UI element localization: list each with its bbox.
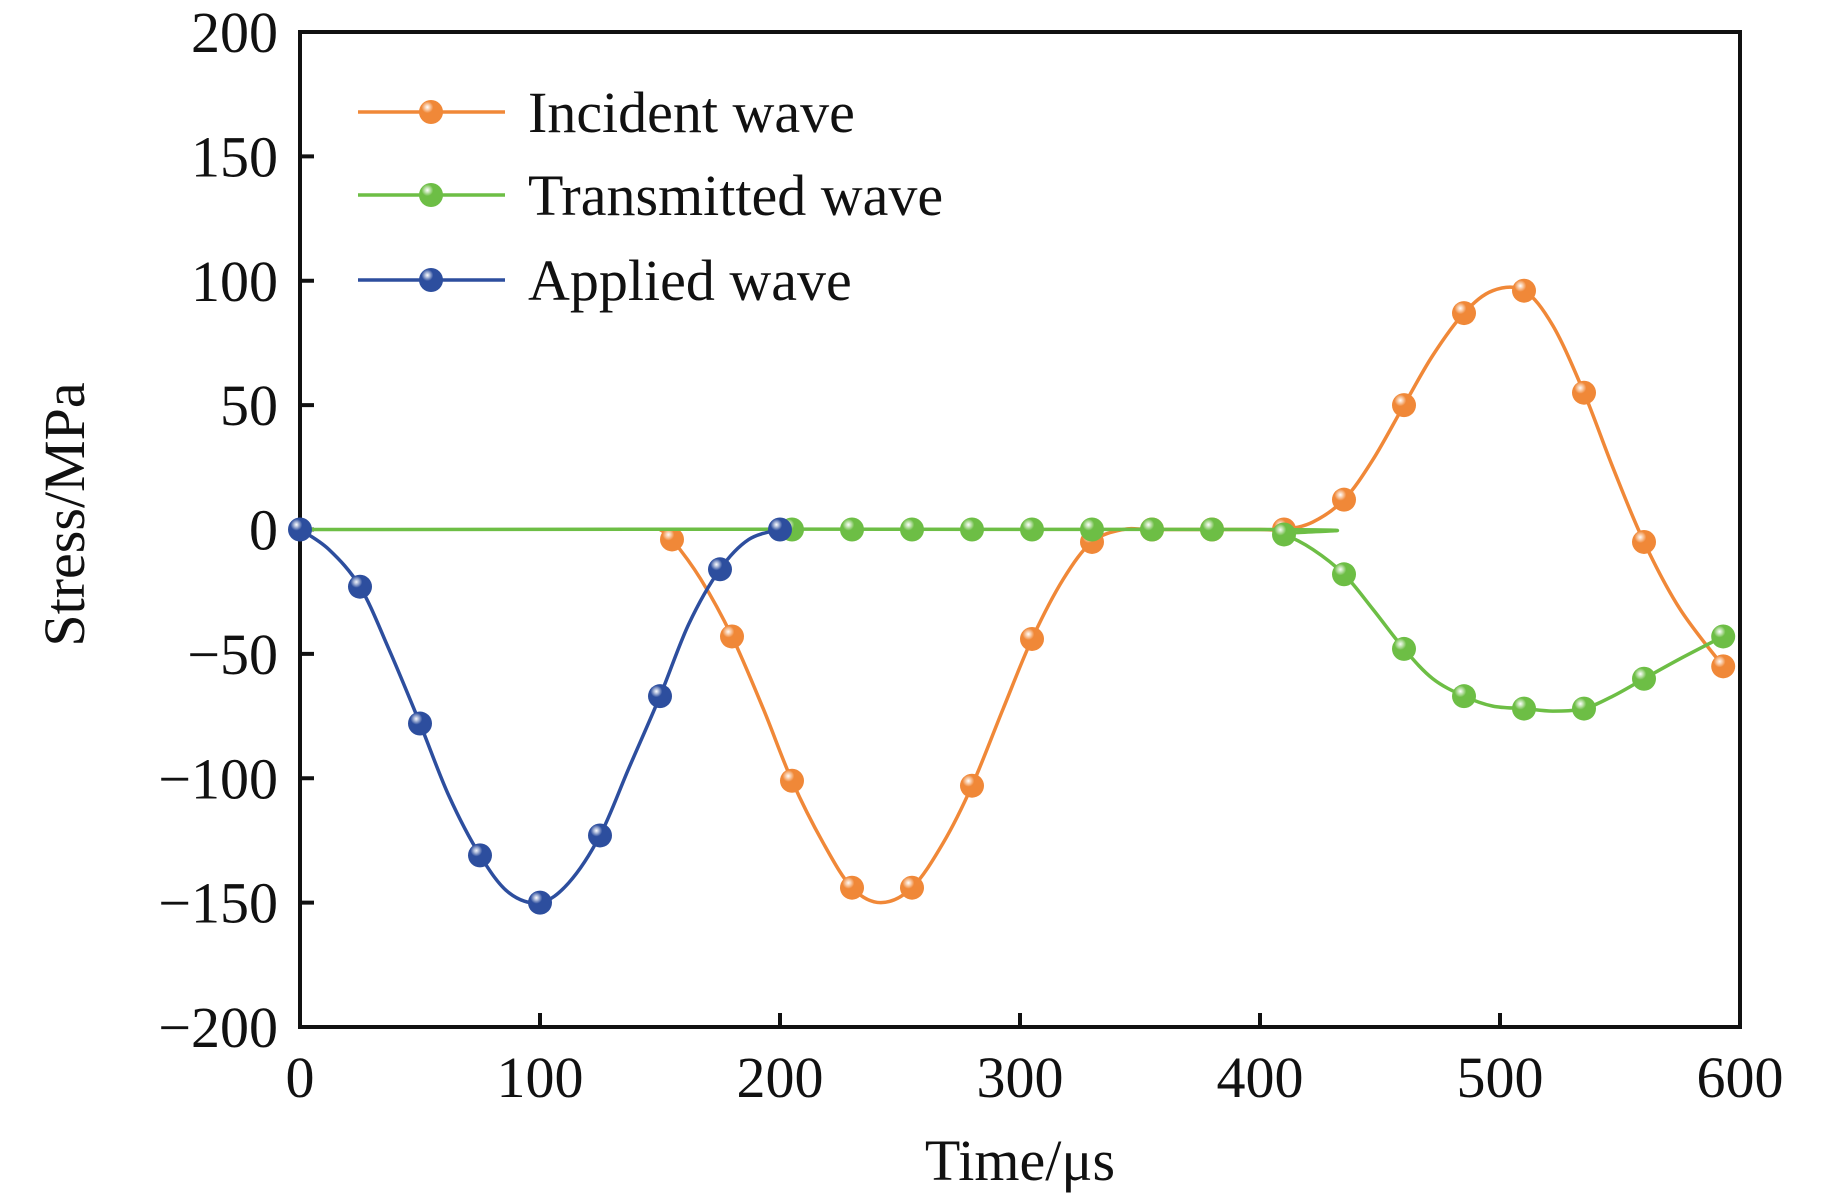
data-point-incident-wave — [1332, 487, 1356, 512]
y-tick-label: −100 — [158, 746, 278, 811]
data-point-transmitted-wave — [1632, 666, 1656, 691]
x-tick-label: 0 — [286, 1045, 315, 1110]
data-point-applied-wave — [468, 843, 492, 868]
data-point-applied-wave — [528, 890, 552, 915]
y-tick-label: 100 — [191, 249, 278, 314]
data-point-transmitted-wave — [1512, 696, 1536, 721]
data-point-incident-wave — [960, 773, 984, 798]
data-point-incident-wave — [1711, 654, 1736, 679]
y-tick-label: 200 — [191, 0, 278, 65]
data-point-transmitted-wave — [900, 517, 924, 542]
data-point-incident-wave — [1452, 301, 1476, 326]
data-point-transmitted-wave — [960, 517, 984, 542]
data-point-incident-wave — [1572, 380, 1596, 405]
data-point-transmitted-wave — [1020, 517, 1044, 542]
x-axis-title: Time/μs — [925, 1128, 1115, 1193]
data-point-incident-wave — [720, 624, 744, 649]
y-tick-label: 0 — [249, 498, 278, 563]
series-incident-wave — [658, 278, 1736, 905]
data-point-incident-wave — [1020, 626, 1044, 651]
legend: Incident wave Transmitted wave Applied wav… — [358, 80, 943, 313]
data-point-transmitted-wave — [1140, 517, 1164, 542]
data-point-transmitted-wave — [1572, 696, 1596, 721]
y-tick-label: 50 — [220, 373, 278, 438]
legend-swatch-marker — [419, 268, 443, 292]
data-point-applied-wave — [648, 684, 672, 709]
data-point-applied-wave — [768, 517, 792, 542]
data-point-incident-wave — [1632, 529, 1656, 554]
data-point-incident-wave — [1512, 278, 1536, 303]
data-point-incident-wave — [840, 875, 864, 900]
legend-label: Applied wave — [528, 248, 852, 313]
data-point-incident-wave — [1392, 393, 1416, 418]
data-point-transmitted-wave — [1272, 522, 1296, 547]
data-point-transmitted-wave — [840, 517, 864, 542]
series-line-applied-wave — [299, 527, 781, 905]
x-tick-label: 500 — [1457, 1045, 1544, 1110]
y-tick-label: −150 — [158, 871, 278, 936]
data-point-transmitted-wave — [1332, 562, 1356, 587]
data-point-incident-wave — [660, 527, 684, 552]
data-point-transmitted-wave — [1711, 624, 1736, 649]
x-axis: 0 100 200 300 400 500 600 — [286, 1013, 1784, 1110]
x-tick-label: 400 — [1217, 1045, 1304, 1110]
series-line-transmitted-wave — [299, 527, 1725, 713]
data-point-applied-wave — [348, 574, 372, 599]
y-tick-label: −50 — [187, 622, 278, 687]
x-tick-label: 600 — [1697, 1045, 1784, 1110]
x-tick-label: 100 — [497, 1045, 584, 1110]
data-point-transmitted-wave — [1200, 517, 1224, 542]
data-point-transmitted-wave — [1392, 636, 1416, 661]
data-point-transmitted-wave — [1080, 517, 1104, 542]
data-point-applied-wave — [408, 711, 432, 736]
data-point-incident-wave — [780, 768, 804, 793]
x-tick-label: 200 — [737, 1045, 824, 1110]
series-layer — [288, 278, 1736, 915]
series-applied-wave — [288, 517, 792, 915]
legend-item-transmitted-wave: Transmitted wave — [358, 163, 943, 228]
data-point-applied-wave — [588, 823, 612, 848]
series-line-incident-wave — [658, 285, 1725, 905]
legend-item-incident-wave: Incident wave — [358, 80, 855, 145]
legend-label: Transmitted wave — [528, 163, 943, 228]
legend-swatch-marker — [419, 183, 443, 207]
data-point-applied-wave — [708, 557, 732, 582]
legend-swatch-marker — [419, 100, 443, 124]
series-transmitted-wave — [299, 517, 1736, 721]
y-tick-label: 150 — [191, 124, 278, 189]
legend-label: Incident wave — [528, 80, 855, 145]
data-point-incident-wave — [900, 875, 924, 900]
y-axis-title: Stress/MPa — [32, 382, 97, 646]
data-point-transmitted-wave — [1452, 684, 1476, 709]
legend-item-applied-wave: Applied wave — [358, 248, 852, 313]
data-point-applied-wave — [288, 517, 312, 542]
y-axis: 200 150 100 50 0 −50 −100 −150 −200 — [158, 0, 314, 1060]
x-tick-label: 300 — [977, 1045, 1064, 1110]
y-tick-label: −200 — [158, 995, 278, 1060]
